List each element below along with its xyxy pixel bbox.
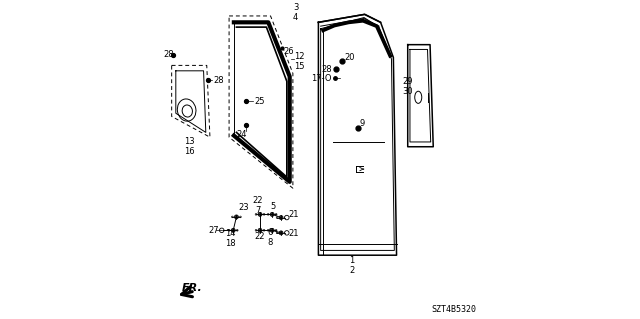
Text: 14
18: 14 18 xyxy=(225,229,236,248)
Circle shape xyxy=(234,215,239,219)
Circle shape xyxy=(258,212,262,216)
Text: 3
4: 3 4 xyxy=(293,3,298,22)
Circle shape xyxy=(285,231,289,235)
Circle shape xyxy=(276,217,278,219)
Circle shape xyxy=(270,228,274,232)
Text: 21: 21 xyxy=(288,229,299,238)
Circle shape xyxy=(284,217,286,219)
Circle shape xyxy=(263,229,265,231)
Text: 27: 27 xyxy=(209,226,219,235)
Circle shape xyxy=(232,216,233,218)
Text: 20: 20 xyxy=(345,53,355,62)
Text: 17-O: 17-O xyxy=(311,74,332,83)
Text: 12
15: 12 15 xyxy=(294,52,305,71)
Circle shape xyxy=(220,228,224,233)
Circle shape xyxy=(268,213,269,215)
Circle shape xyxy=(228,229,230,231)
Circle shape xyxy=(279,216,283,219)
Text: 28: 28 xyxy=(164,50,174,59)
Circle shape xyxy=(255,213,257,215)
Text: 5: 5 xyxy=(271,202,276,211)
Text: 6
8: 6 8 xyxy=(268,228,273,247)
Circle shape xyxy=(284,232,286,234)
Text: 13
16: 13 16 xyxy=(184,137,195,156)
Circle shape xyxy=(275,229,277,231)
Circle shape xyxy=(231,228,236,232)
Circle shape xyxy=(276,232,278,234)
Text: 21: 21 xyxy=(288,210,299,219)
Circle shape xyxy=(285,215,289,220)
Text: 22: 22 xyxy=(255,232,265,241)
Text: 1
2: 1 2 xyxy=(349,256,355,275)
Text: 26: 26 xyxy=(284,47,294,56)
Text: 9: 9 xyxy=(360,119,365,128)
Text: FR.: FR. xyxy=(182,283,203,293)
Circle shape xyxy=(258,228,262,232)
Circle shape xyxy=(279,231,283,235)
Text: 29
30: 29 30 xyxy=(403,77,413,96)
Circle shape xyxy=(263,213,265,215)
Text: 22
7: 22 7 xyxy=(253,196,263,215)
Text: 28: 28 xyxy=(213,76,224,85)
Circle shape xyxy=(239,216,241,218)
Circle shape xyxy=(255,229,257,231)
Circle shape xyxy=(236,229,238,231)
Text: 28: 28 xyxy=(321,65,332,74)
Text: 23: 23 xyxy=(238,204,249,212)
Text: SZT4B5320: SZT4B5320 xyxy=(431,305,476,314)
Text: 24: 24 xyxy=(237,130,247,139)
Text: 25: 25 xyxy=(254,97,265,106)
Circle shape xyxy=(270,212,274,216)
Circle shape xyxy=(268,229,269,231)
Circle shape xyxy=(275,213,277,215)
